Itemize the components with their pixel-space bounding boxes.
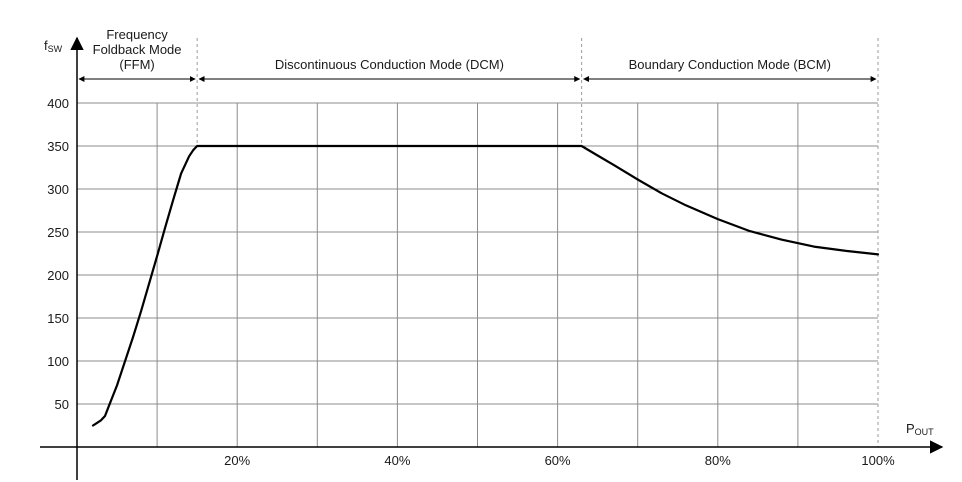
x-tick-label: 40% bbox=[384, 453, 410, 468]
y-tick-label: 150 bbox=[47, 311, 69, 326]
x-tick-label: 100% bbox=[861, 453, 895, 468]
region-label: Boundary Conduction Mode (BCM) bbox=[629, 57, 831, 72]
y-tick-label: 300 bbox=[47, 182, 69, 197]
y-axis-title: fSW bbox=[44, 38, 63, 54]
fsw-curve bbox=[91, 144, 880, 427]
region-label: (FFM) bbox=[119, 57, 154, 72]
axes: fSW POUT bbox=[40, 36, 944, 480]
x-axis-title: POUT bbox=[906, 421, 934, 437]
y-tick-label: 100 bbox=[47, 354, 69, 369]
region-label: Frequency bbox=[106, 27, 168, 42]
region-label: Discontinuous Conduction Mode (DCM) bbox=[275, 57, 504, 72]
x-tick-label: 20% bbox=[224, 453, 250, 468]
y-tick-label: 200 bbox=[47, 268, 69, 283]
x-tick-label: 60% bbox=[545, 453, 571, 468]
y-tick-label: 250 bbox=[47, 225, 69, 240]
y-tick-label: 400 bbox=[47, 96, 69, 111]
region-label: Foldback Mode bbox=[93, 42, 182, 57]
x-tick-label: 80% bbox=[705, 453, 731, 468]
y-tick-label: 50 bbox=[55, 397, 69, 412]
series bbox=[91, 144, 880, 427]
tick-labels: 50 100 150 200 250 300 350 400 20% 40% 60% 80% 100% bbox=[47, 96, 895, 468]
y-tick-label: 350 bbox=[47, 139, 69, 154]
grid-lines bbox=[77, 102, 878, 447]
